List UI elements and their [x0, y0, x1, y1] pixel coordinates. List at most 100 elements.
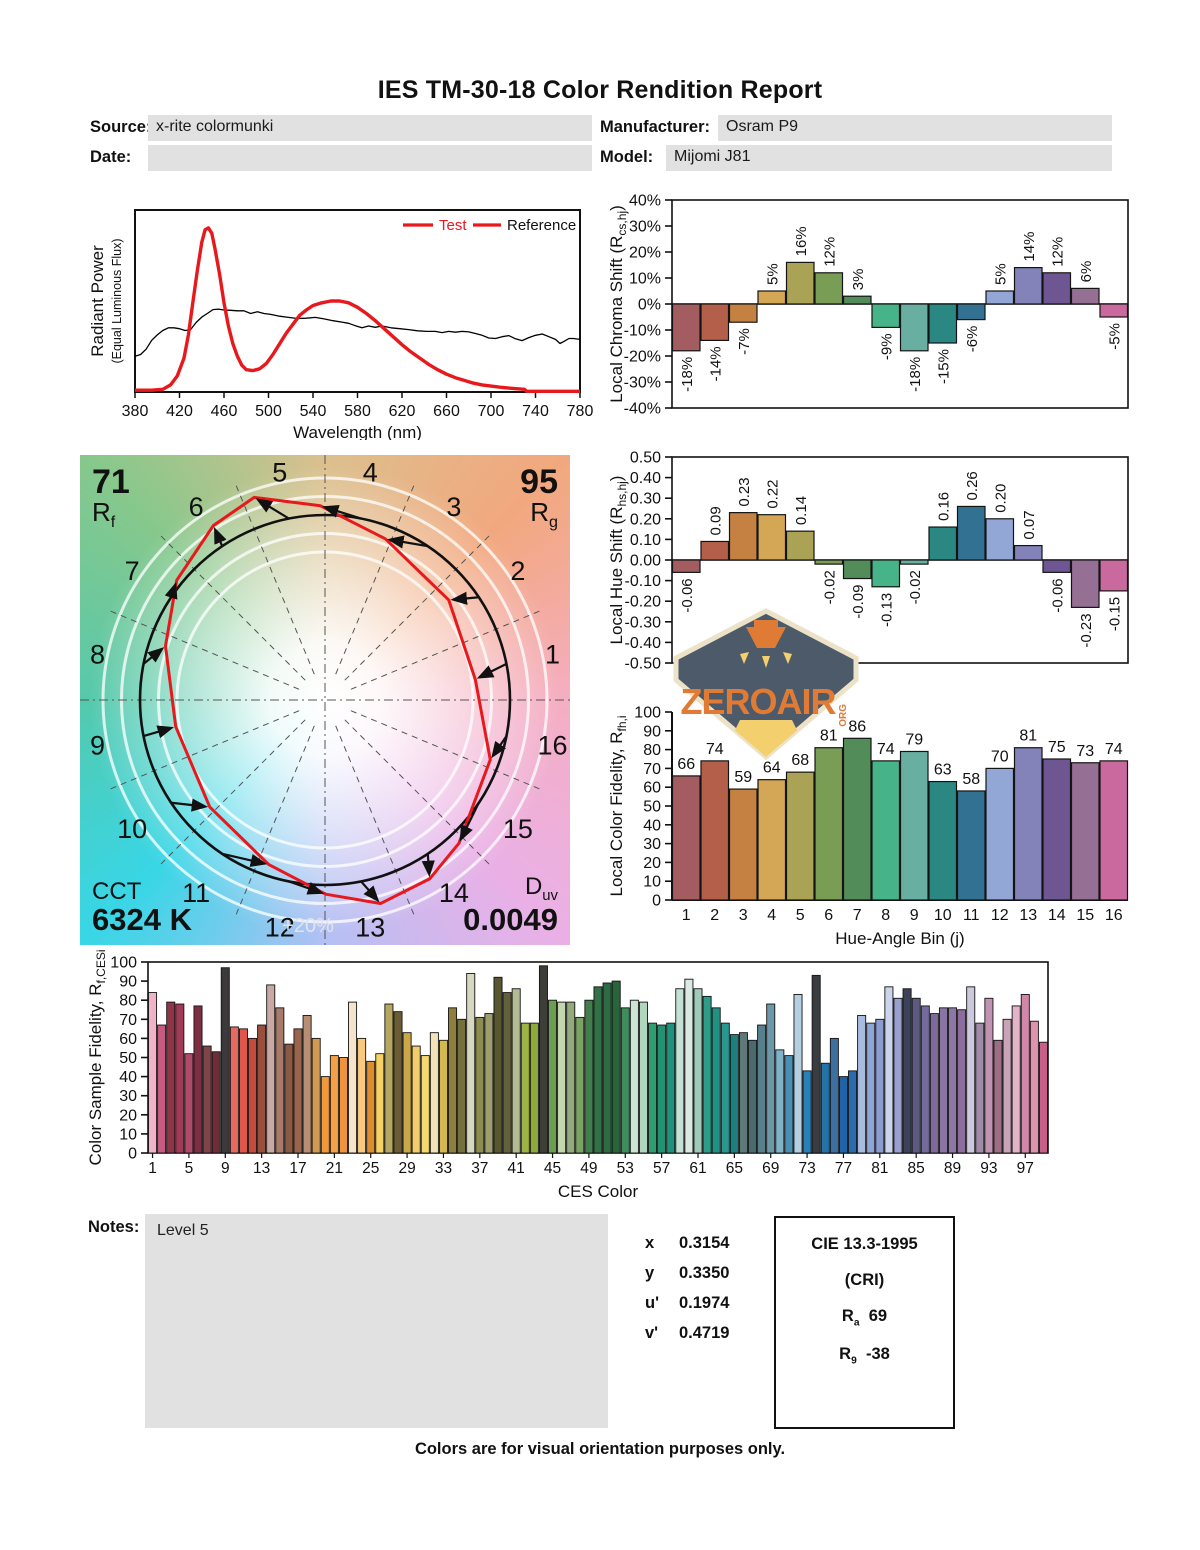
svg-text:9: 9: [221, 1160, 230, 1177]
model-field[interactable]: Mijomi J81: [666, 145, 1112, 171]
bin-label-7: 7: [125, 556, 140, 586]
bar-90: [957, 1009, 967, 1154]
manufacturer-label: Manufacturer:: [600, 118, 711, 136]
rf-label: Rf: [92, 497, 116, 532]
bar-89: [948, 1007, 958, 1154]
bar-39: [493, 976, 503, 1154]
source-field[interactable]: x-rite colormunki: [148, 115, 592, 141]
source-label: Source:: [90, 118, 152, 136]
svg-text:49: 49: [580, 1160, 597, 1177]
bar-4: [757, 290, 787, 305]
bar-66: [738, 1032, 748, 1154]
svg-text:20: 20: [643, 855, 661, 872]
chromaticity-u-row: u' 0.1974: [645, 1294, 729, 1313]
svg-text:13: 13: [253, 1160, 270, 1177]
manufacturer-field[interactable]: Osram P9: [718, 115, 1112, 141]
bar-41: [511, 988, 521, 1154]
bar-15: [1070, 762, 1100, 901]
cct-value-block: CCT 6324 K: [92, 880, 192, 936]
svg-text:50: 50: [643, 799, 661, 816]
bar-12: [248, 1037, 258, 1154]
bar-10: [928, 780, 958, 901]
svg-text:-40%: -40%: [624, 401, 661, 418]
bar-49: [584, 999, 594, 1154]
u-value: 0.1974: [679, 1294, 730, 1312]
svg-text:0.40: 0.40: [630, 470, 661, 487]
bar-value-labels: 66 74 59 64 68 81 86 74 79 63 58 70 81 75 73 74: [677, 718, 1122, 788]
svg-text:79: 79: [905, 731, 923, 748]
svg-text:0.22: 0.22: [764, 479, 781, 508]
svg-text:2: 2: [710, 907, 719, 924]
bin-boundary: [105, 710, 300, 792]
bin-boundary: [344, 532, 493, 681]
bin-label-14: 14: [439, 878, 469, 908]
bin-label-16: 16: [538, 730, 568, 760]
svg-text:30%: 30%: [629, 219, 661, 236]
bin-boundary: [350, 710, 545, 792]
svg-text:380: 380: [122, 403, 149, 420]
svg-text:70: 70: [991, 748, 1009, 765]
bar-24: [357, 1037, 367, 1154]
bar-57: [657, 1024, 667, 1154]
svg-text:-10%: -10%: [624, 323, 661, 340]
test-polygon: [164, 495, 492, 905]
bar-77: [838, 1076, 848, 1154]
bar-2: [157, 1024, 167, 1154]
svg-text:620: 620: [389, 403, 416, 420]
svg-text:21: 21: [326, 1160, 343, 1177]
chromaticity-x-row: x 0.3154: [645, 1234, 729, 1253]
rg-value: 95: [520, 463, 558, 501]
bar-91: [966, 986, 976, 1154]
svg-text:45: 45: [544, 1160, 561, 1177]
bar-60: [684, 978, 694, 1154]
bin-label-10: 10: [117, 814, 147, 844]
notes-field[interactable]: Level 5: [145, 1214, 608, 1428]
bar-42: [520, 1022, 530, 1154]
bin-label-12: 12: [265, 913, 295, 943]
bar-40: [502, 992, 512, 1154]
svg-text:86: 86: [848, 718, 866, 735]
bar-7: [842, 559, 872, 580]
date-label: Date:: [90, 148, 132, 166]
y-axis: 0.50 0.40 0.30 0.20 0.10 0.00 -0.10 -0.20 -0.30 -…: [625, 450, 672, 673]
svg-text:460: 460: [211, 403, 238, 420]
bar-9: [220, 967, 230, 1154]
svg-text:3: 3: [739, 907, 748, 924]
bar-70: [775, 1049, 785, 1154]
svg-text:-5%: -5%: [1106, 323, 1123, 350]
svg-text:64: 64: [763, 760, 781, 777]
bar-12: [985, 290, 1015, 305]
svg-text:80: 80: [119, 993, 137, 1010]
bar-61: [693, 988, 703, 1154]
bar-5: [184, 1053, 194, 1154]
svg-text:74: 74: [1105, 741, 1123, 758]
bar-56: [648, 1022, 658, 1154]
date-field[interactable]: [148, 145, 592, 171]
bar-value-labels: -18% -14% -7% 5% 16% 12% 3% -9% -18% -15% -6% 5% 14%…: [679, 226, 1124, 391]
x-axis-title: Wavelength (nm): [293, 423, 422, 440]
svg-text:58: 58: [962, 771, 980, 788]
bin-label-1: 1: [545, 640, 560, 670]
svg-text:-0.23: -0.23: [1078, 613, 1095, 647]
bar-14: [1042, 272, 1072, 305]
bar-11: [238, 1028, 248, 1154]
svg-text:420: 420: [166, 403, 193, 420]
svg-text:10: 10: [119, 1126, 137, 1143]
spectral-power-distribution-chart: 380 420 460 500 540 580 620 660 700 740 780 Wavelen…: [88, 209, 593, 440]
svg-text:-0.02: -0.02: [821, 570, 838, 604]
bar-23: [348, 1001, 358, 1154]
bar-6: [814, 747, 844, 901]
rg-label: Rg: [530, 497, 558, 532]
zeroair-watermark-logo: ZEROAIR ORG: [673, 608, 859, 760]
y-axis: 40% 30% 20% 10% 0% -10% -20% -30% -40%: [624, 193, 672, 418]
bar-11: [956, 303, 986, 321]
bar-84: [902, 988, 912, 1154]
bar-52: [611, 980, 621, 1154]
bin-label-9: 9: [90, 730, 105, 760]
svg-text:40: 40: [643, 817, 661, 834]
svg-text:30: 30: [643, 836, 661, 853]
shift-arrows: [142, 498, 508, 903]
svg-text:-9%: -9%: [878, 333, 895, 360]
